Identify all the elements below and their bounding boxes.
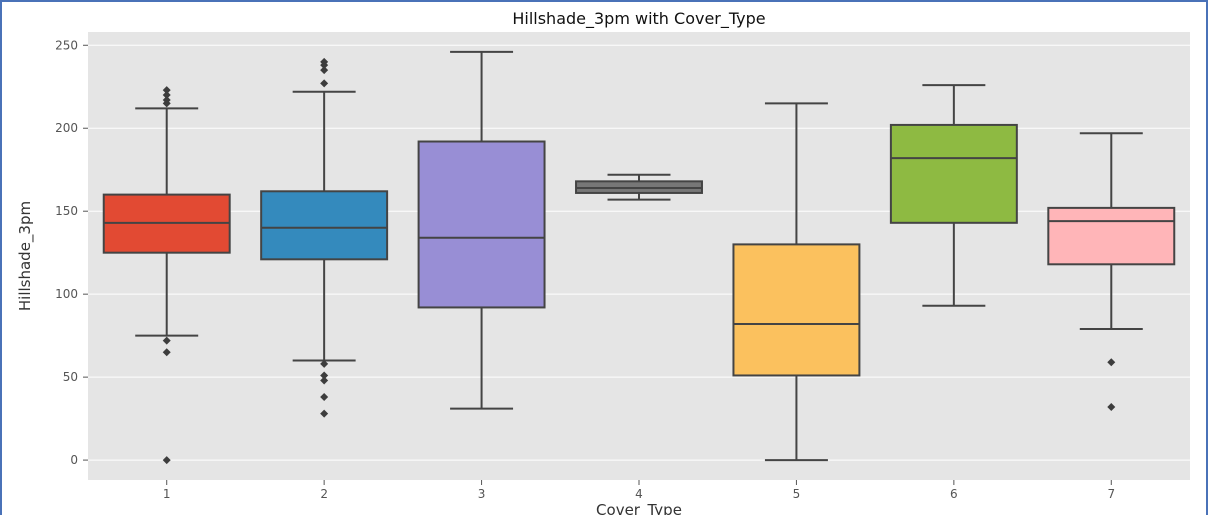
box-iqr bbox=[260, 190, 389, 261]
box-iqr bbox=[732, 243, 861, 377]
outlier-point bbox=[162, 91, 171, 100]
outlier-point bbox=[1107, 358, 1116, 367]
box-group-4 bbox=[575, 173, 703, 201]
outlier-point bbox=[320, 66, 329, 75]
box-group-7 bbox=[1047, 132, 1176, 411]
outlier-point bbox=[162, 99, 171, 108]
x-tick-label: 7 bbox=[1107, 487, 1115, 501]
box-group-3 bbox=[417, 50, 546, 410]
y-tick-label: 150 bbox=[55, 204, 78, 218]
x-axis-label: Cover_Type bbox=[596, 501, 682, 515]
outlier-point bbox=[320, 409, 329, 418]
outlier-point bbox=[162, 456, 171, 465]
y-tick-label: 200 bbox=[55, 121, 78, 135]
x-tick-label: 3 bbox=[478, 487, 486, 501]
box-iqr bbox=[417, 140, 546, 309]
outlier-point bbox=[320, 61, 329, 70]
box-iqr bbox=[889, 123, 1018, 224]
x-tick-label: 1 bbox=[163, 487, 171, 501]
outlier-point bbox=[162, 348, 171, 357]
y-tick-label: 100 bbox=[55, 287, 78, 301]
x-tick-label: 6 bbox=[950, 487, 958, 501]
y-tick-label: 50 bbox=[63, 370, 78, 384]
outlier-point bbox=[320, 79, 329, 88]
box-series bbox=[102, 50, 1176, 465]
box-group-5 bbox=[732, 102, 861, 462]
box-iqr bbox=[1047, 206, 1176, 266]
y-axis-label: Hillshade_3pm bbox=[16, 201, 35, 311]
plot-area bbox=[88, 32, 1190, 480]
outlier-point bbox=[320, 393, 329, 402]
x-tick-label: 2 bbox=[320, 487, 328, 501]
box-group-6 bbox=[889, 84, 1018, 307]
outlier-point bbox=[162, 336, 171, 345]
outlier-point bbox=[320, 371, 329, 380]
outlier-point bbox=[162, 86, 171, 95]
box-group-2 bbox=[260, 57, 389, 418]
y-tick-label: 0 bbox=[70, 453, 78, 467]
x-tick-label: 5 bbox=[793, 487, 801, 501]
outlier-point bbox=[320, 376, 329, 385]
x-tick-label: 4 bbox=[635, 487, 643, 501]
chart-title: Hillshade_3pm with Cover_Type bbox=[512, 9, 765, 29]
y-axis-ticks: 0 50 100 150 200 250 bbox=[55, 38, 88, 467]
box-group-1 bbox=[102, 86, 231, 465]
outlier-point bbox=[1107, 402, 1116, 411]
outlier-point bbox=[320, 359, 329, 368]
x-axis-ticks: 1 2 3 4 5 6 7 bbox=[163, 480, 1115, 501]
y-tick-label: 250 bbox=[55, 38, 78, 52]
